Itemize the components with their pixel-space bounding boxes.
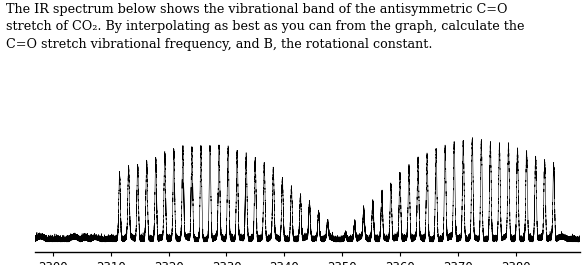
Text: The IR spectrum below shows the vibrational band of the antisymmetric C=O
stretc: The IR spectrum below shows the vibratio… bbox=[6, 3, 524, 51]
